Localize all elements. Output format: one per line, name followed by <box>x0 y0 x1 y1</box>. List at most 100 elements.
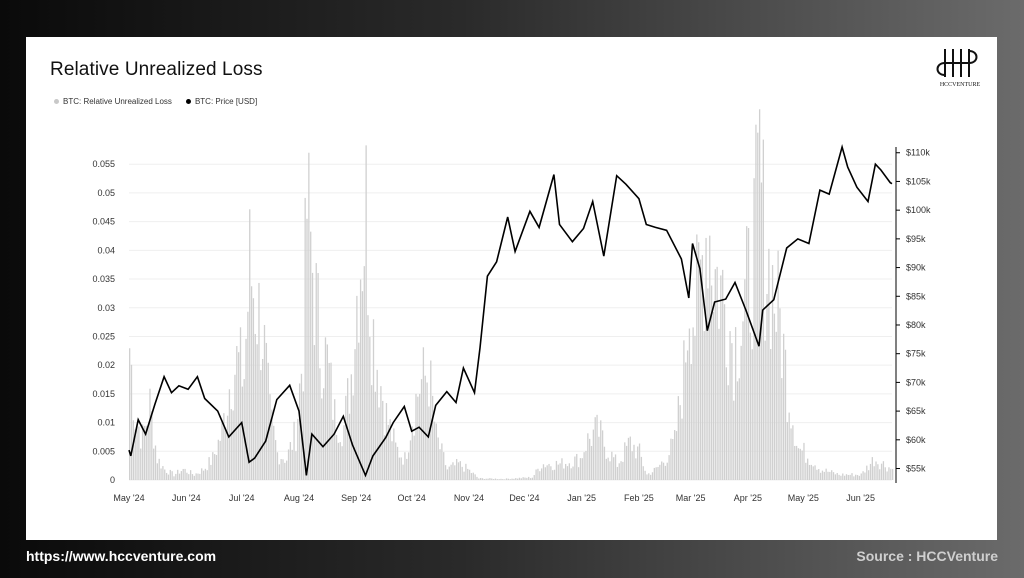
legend-item-loss[interactable]: BTC: Relative Unrealized Loss <box>54 97 172 106</box>
loss-bar <box>557 464 559 480</box>
loss-bar <box>710 285 713 480</box>
loss-bar <box>154 445 157 480</box>
loss-bar <box>831 470 833 480</box>
loss-bar <box>513 478 515 480</box>
loss-bar <box>226 415 229 480</box>
loss-bar <box>487 478 489 480</box>
website-url[interactable]: https://www.hccventure.com <box>26 548 217 564</box>
loss-bar <box>396 446 399 480</box>
legend-item-price[interactable]: BTC: Price [USD] <box>185 97 257 106</box>
loss-bar <box>572 466 574 480</box>
y-left-tick: 0.015 <box>92 389 115 399</box>
x-tick: Jun '24 <box>172 493 201 503</box>
loss-bar <box>492 479 495 480</box>
loss-bar <box>690 364 692 480</box>
loss-bar <box>173 476 175 480</box>
x-tick: Jun '25 <box>846 493 875 503</box>
loss-bar <box>773 313 776 480</box>
loss-bar <box>834 474 837 480</box>
loss-bar <box>213 454 216 480</box>
loss-bar <box>609 461 611 480</box>
loss-bar <box>160 468 162 480</box>
loss-bar <box>563 468 565 480</box>
loss-bar <box>783 333 785 480</box>
loss-bar <box>746 226 748 480</box>
loss-bar <box>799 448 801 480</box>
price-line <box>128 143 893 478</box>
loss-bar <box>845 474 848 480</box>
loss-bar <box>622 461 624 480</box>
loss-bar <box>613 457 615 480</box>
loss-bar <box>206 470 208 480</box>
loss-bar <box>867 470 870 480</box>
y-left-tick: 0.04 <box>97 245 115 255</box>
loss-bar <box>153 448 155 480</box>
loss-bar <box>164 469 166 480</box>
loss-bar <box>304 197 306 480</box>
loss-bar <box>426 382 428 480</box>
loss-bar <box>134 429 136 480</box>
loss-bar <box>548 463 550 480</box>
loss-bar <box>755 124 757 480</box>
loss-bar <box>627 437 630 480</box>
x-tick: Jan '25 <box>567 493 596 503</box>
loss-bar <box>803 442 805 480</box>
hcc-logo-icon: HCCVENTURE <box>936 49 980 88</box>
loss-bar <box>577 467 580 480</box>
y-right-tick: $80k <box>906 320 926 330</box>
loss-bar <box>531 477 534 480</box>
loss-bar <box>138 426 140 480</box>
loss-bar <box>524 477 526 480</box>
loss-bar <box>629 436 631 480</box>
x-tick: Sep '24 <box>341 493 371 503</box>
loss-bar <box>668 455 670 480</box>
loss-bar <box>832 472 835 480</box>
loss-bar <box>720 275 722 480</box>
loss-bar <box>683 340 685 480</box>
loss-bar <box>291 449 293 480</box>
loss-bar <box>441 443 443 480</box>
loss-bar <box>443 452 445 480</box>
loss-bar <box>339 442 341 480</box>
loss-bar <box>640 456 643 480</box>
loss-bar <box>431 395 434 480</box>
loss-bar <box>180 471 183 480</box>
x-tick: Jul '24 <box>229 493 255 503</box>
loss-bar <box>212 452 214 480</box>
loss-bar <box>476 476 478 480</box>
loss-bar <box>265 342 268 480</box>
loss-bar <box>696 234 698 480</box>
loss-bar <box>236 346 238 480</box>
loss-bar <box>129 348 131 480</box>
loss-bar <box>770 349 772 480</box>
loss-bar <box>204 468 207 480</box>
loss-bar <box>208 457 210 480</box>
loss-bar <box>424 375 426 480</box>
loss-bar <box>271 409 273 480</box>
loss-bar <box>223 413 225 480</box>
loss-bar <box>674 430 676 480</box>
loss-bar <box>576 453 578 480</box>
loss-bar <box>446 469 449 480</box>
loss-bar <box>816 469 818 480</box>
loss-bar <box>701 255 704 480</box>
loss-bar <box>298 383 301 480</box>
loss-bar <box>709 235 711 480</box>
loss-bar <box>182 468 184 480</box>
loss-bar <box>389 419 391 480</box>
loss-bar <box>847 474 849 480</box>
loss-bar <box>315 263 317 480</box>
loss-bar <box>685 362 687 480</box>
loss-bar <box>779 308 781 480</box>
loss-bar <box>452 462 454 480</box>
loss-bar <box>516 478 519 480</box>
loss-bar <box>459 461 461 480</box>
loss-bar <box>853 476 855 480</box>
loss-bar <box>191 474 194 480</box>
loss-bar <box>234 374 236 480</box>
loss-bar <box>450 464 452 480</box>
loss-bar <box>633 444 635 480</box>
loss-bar <box>470 473 473 480</box>
loss-bar <box>395 442 397 480</box>
loss-bar <box>321 398 323 480</box>
